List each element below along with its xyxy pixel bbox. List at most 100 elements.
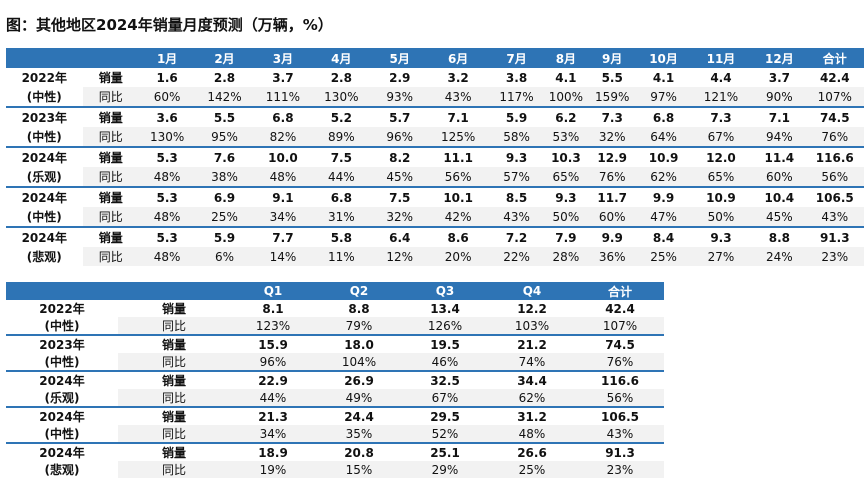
monthly-table-body: 2022年 销量 1.6 2.8 3.7 2.8 2.9 3.2 3.8 4.1 5.5 4.1 4.4… [6,68,864,266]
yoy-value: 25% [638,247,689,266]
column-header [118,282,230,300]
yoy-value: 142% [195,87,254,108]
sales-value: 3.7 [272,70,294,85]
yoy-value: 50% [545,207,587,228]
column-header: 12月 [753,48,806,68]
yoy-value: 32% [370,207,429,228]
sales-value: 5.2 [330,110,352,125]
yoy-value: 20% [428,247,488,266]
column-header: 1月 [138,48,196,68]
yoy-value: 48% [138,247,196,266]
sales-value: 42.4 [819,70,850,85]
yoy-value: 79% [316,317,402,336]
yoy-value: 44% [230,389,316,408]
metric-label: 同比 [82,207,139,228]
metric-label: 销量 [161,446,186,460]
scenario-label: (中性) [6,353,118,372]
sales-value: 2.8 [330,70,352,85]
sales-value: 3.7 [768,70,790,85]
sales-value: 5.3 [156,150,178,165]
sales-value: 1.6 [156,70,178,85]
sales-row: 2024年 销量 22.9 26.9 32.5 34.4 116.6 [6,371,664,389]
yoy-row: (悲观) 同比 19% 15% 29% 25% 23% [6,461,664,478]
sales-value: 6.8 [652,110,675,125]
sales-value: 7.6 [213,150,236,165]
metric-label: 销量 [98,111,123,125]
sales-value: 6.8 [272,110,294,125]
sales-value: 8.2 [389,150,411,165]
yoy-value: 34% [230,425,316,444]
sales-value: 6.4 [389,230,411,245]
sales-value: 8.1 [262,301,284,316]
sales-value: 12.0 [706,150,736,165]
column-header: Q4 [488,282,576,300]
metric-label: 同比 [118,317,230,336]
sales-value: 10.4 [764,190,795,205]
column-header: 9月 [586,48,639,68]
sales-value: 10.9 [648,150,679,165]
sales-value: 11.1 [443,150,473,165]
sales-value: 4.1 [555,70,577,85]
scenario-label: (乐观) [6,389,118,408]
year-label: 2024年 [6,227,83,247]
sales-value: 9.3 [555,190,577,205]
yoy-value: 107% [576,317,664,336]
metric-label: 销量 [98,151,123,165]
sales-row: 2024年 销量 21.3 24.4 29.5 31.2 106.5 [6,407,664,425]
sales-value: 11.4 [764,150,795,165]
sales-value: 10.3 [551,150,581,165]
yoy-row: (中性) 同比 96% 104% 46% 74% 76% [6,353,664,372]
sales-value: 5.3 [156,230,178,245]
yoy-row: (乐观) 同比 44% 49% 67% 62% 56% [6,389,664,408]
sales-value: 8.8 [768,230,790,245]
scenario-label: (中性) [6,87,83,108]
sales-value: 7.3 [710,110,732,125]
yoy-value: 58% [487,127,546,148]
yoy-value: 76% [805,127,864,148]
sales-value: 116.6 [815,150,854,165]
metric-label: 销量 [98,71,123,85]
sales-value: 2.8 [213,70,236,85]
yoy-value: 11% [312,247,371,266]
sales-value: 19.5 [430,337,460,352]
quarterly-forecast-table: Q1 Q2 Q3 Q4 合计 2022年 销量 8.1 8.8 13.4 12.2 42.4 (中性)… [6,282,664,478]
sales-value: 10.9 [706,190,736,205]
sales-value: 5.3 [156,190,178,205]
sales-value: 9.3 [505,150,528,165]
yoy-value: 47% [638,207,689,228]
yoy-value: 43% [487,207,546,228]
yoy-row: (悲观) 同比 48% 6% 14% 11% 12% 20% 22% 28% 36% 25% 27% 24… [6,247,864,266]
yoy-value: 48% [138,207,196,228]
scenario-label: (中性) [6,207,83,228]
sales-value: 3.2 [447,70,469,85]
yoy-value: 32% [586,127,639,148]
yoy-value: 74% [488,353,576,372]
yoy-value: 46% [402,353,488,372]
sales-value: 26.9 [344,373,374,388]
yoy-value: 31% [312,207,371,228]
yoy-value: 24% [753,247,806,266]
quarterly-table-body: 2022年 销量 8.1 8.8 13.4 12.2 42.4 (中性) 同比 123% 79% 12… [6,300,664,478]
sales-value: 6.2 [555,110,577,125]
column-header: Q1 [230,282,316,300]
yoy-value: 76% [576,353,664,372]
yoy-row: (中性) 同比 130% 95% 82% 89% 96% 125% 58% 53% 32% 64% 67… [6,127,864,148]
sales-value: 8.8 [348,301,370,316]
yoy-value: 23% [805,247,864,266]
yoy-value: 56% [576,389,664,408]
year-label: 2024年 [6,443,118,461]
yoy-value: 23% [576,461,664,478]
yoy-value: 29% [402,461,488,478]
yoy-value: 45% [753,207,806,228]
yoy-row: (中性) 同比 34% 35% 52% 48% 43% [6,425,664,444]
sales-value: 21.3 [258,409,288,424]
sales-value: 22.9 [258,373,288,388]
yoy-value: 57% [487,167,546,188]
column-header: Q3 [402,282,488,300]
year-label: 2022年 [6,68,83,87]
sales-value: 2.9 [389,70,411,85]
sales-value: 9.9 [652,190,675,205]
yoy-value: 6% [195,247,254,266]
yoy-value: 25% [195,207,254,228]
sales-value: 5.5 [213,110,236,125]
